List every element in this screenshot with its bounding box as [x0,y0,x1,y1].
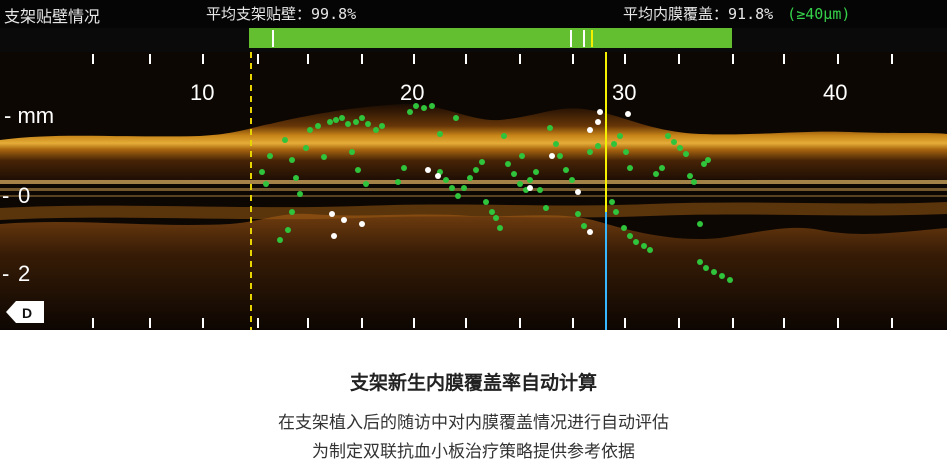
catheter-band [0,180,947,184]
caption-line-2: 为制定双联抗血小板治疗策略提供参考依据 [0,437,947,462]
x-tick-label: 10 [190,80,214,105]
avg-apposition-label: 平均支架贴壁： [206,5,311,23]
catheter-band [0,195,947,197]
y-tick-prefix: - [2,183,9,208]
header-bar: 支架贴壁情况 平均支架贴壁：99.8% 平均内膜覆盖：91.8% (≥40μm) [0,0,947,28]
x-tick-label: 40 [823,80,847,105]
avg-coverage-label: 平均内膜覆盖： [623,5,728,23]
x-tick-label: 30 [612,80,636,105]
lower-vessel-wall [0,214,947,330]
stent-segment-fill [249,28,732,48]
avg-apposition-value: 99.8% [311,5,356,23]
caption-title: 支架新生内膜覆盖率自动计算 [0,368,947,395]
uncovered-tick [570,30,572,47]
stent-apposition-title: 支架贴壁情况 [4,3,100,27]
unit-label: - mm [4,103,54,128]
stent-coverage-bar[interactable] [0,28,947,52]
avg-coverage-readout: 平均内膜覆盖：91.8% (≥40μm) [623,3,850,24]
uncovered-tick [272,30,274,47]
avg-coverage-value: 91.8% [728,5,773,23]
direction-badge-label: D [22,305,32,321]
y-tick-label: 2 [18,261,30,286]
catheter-band [0,188,947,191]
current-frame-tick [591,30,593,47]
coverage-threshold: (≥40μm) [787,5,850,23]
y-tick-prefix: - [2,261,9,286]
caption-line-1: 在支架植入后的随访中对内膜覆盖情况进行自动评估 [0,408,947,433]
x-tick-label: 20 [400,80,424,105]
y-tick-label: 0 [18,183,30,208]
oct-longitudinal-view[interactable]: 10 20 30 40 - mm - 0 - 2 [0,52,947,330]
uncovered-tick [583,30,585,47]
avg-apposition-readout: 平均支架贴壁：99.8% [206,3,356,24]
